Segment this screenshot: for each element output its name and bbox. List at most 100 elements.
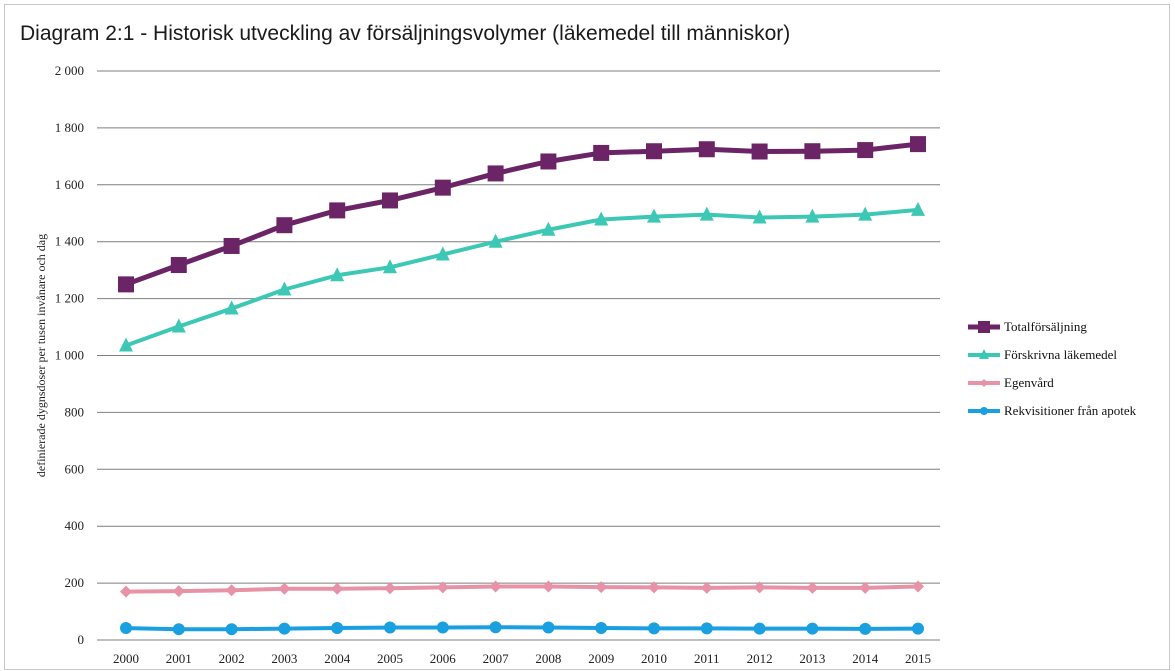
data-point: [753, 622, 766, 635]
data-point: [541, 221, 556, 236]
series-line: [125, 584, 919, 594]
y-tick-label: 2 000: [55, 63, 84, 78]
data-point: [224, 300, 239, 315]
data-point: [700, 622, 713, 635]
x-tick-label: 2003: [271, 651, 297, 666]
data-point: [383, 259, 397, 274]
data-point: [384, 621, 396, 634]
data-point: [911, 201, 925, 216]
data-point: [698, 141, 715, 158]
chart-frame: [4, 4, 1170, 670]
data-point: [542, 621, 555, 634]
data-point: [329, 202, 346, 219]
data-point: [595, 622, 608, 635]
data-point: [859, 622, 872, 635]
data-point: [700, 581, 713, 594]
data-point: [595, 581, 608, 594]
data-point: [542, 580, 555, 593]
data-point: [172, 585, 185, 598]
x-tick-label: 2013: [799, 651, 825, 666]
legend-swatch-marker: [980, 407, 988, 415]
x-tick-label: 2015: [905, 651, 931, 666]
x-tick-label: 2012: [747, 651, 773, 666]
data-point: [540, 153, 557, 170]
legend-item: Totalförsäljning: [968, 319, 1087, 334]
data-point: [276, 217, 293, 234]
data-point: [436, 621, 449, 634]
data-point: [225, 623, 238, 636]
y-tick-label: 1 400: [55, 234, 84, 249]
data-point: [170, 257, 187, 274]
data-point: [699, 206, 714, 221]
data-point: [331, 582, 344, 595]
data-point: [646, 143, 662, 160]
legend-item: Förskrivna läkemedel: [968, 347, 1117, 362]
x-tick-label: 2000: [113, 651, 139, 666]
legend-swatch-marker: [980, 379, 988, 387]
data-point: [648, 622, 660, 635]
data-point: [488, 233, 503, 248]
y-tick-label: 200: [65, 575, 85, 590]
series-0: [118, 136, 926, 293]
series-line: [125, 625, 919, 632]
series-3: [120, 621, 924, 636]
data-point: [910, 136, 926, 153]
y-tick-label: 400: [65, 518, 85, 533]
x-tick-label: 2002: [219, 651, 245, 666]
x-tick-label: 2011: [694, 651, 720, 666]
data-point: [277, 281, 292, 296]
x-tick-label: 2014: [852, 651, 879, 666]
data-point: [806, 622, 819, 635]
x-tick-label: 2005: [377, 651, 403, 666]
data-point: [435, 246, 450, 261]
data-point: [753, 581, 766, 594]
data-point: [384, 582, 396, 595]
data-point: [120, 622, 132, 635]
legend-item: Egenvård: [968, 375, 1054, 390]
data-point: [805, 208, 820, 223]
x-tick-label: 2004: [324, 651, 351, 666]
data-point: [278, 622, 291, 635]
data-point: [118, 276, 134, 293]
data-point: [489, 621, 502, 634]
data-point: [436, 581, 449, 594]
x-tick-label: 2010: [641, 651, 667, 666]
data-point: [594, 211, 609, 226]
data-point: [752, 209, 767, 224]
data-point: [172, 623, 185, 636]
y-tick-label: 1 000: [55, 348, 84, 363]
data-point: [434, 179, 451, 196]
legend-item: Rekvisitioner från apotek: [968, 403, 1137, 418]
series-2: [120, 580, 924, 598]
y-tick-label: 0: [78, 632, 85, 647]
data-point: [223, 237, 240, 254]
data-point: [331, 622, 344, 635]
data-point: [119, 337, 133, 352]
y-tick-label: 1 800: [55, 120, 84, 135]
x-tick-label: 2001: [166, 651, 192, 666]
series-line: [125, 141, 919, 287]
data-point: [804, 143, 821, 160]
data-point: [647, 208, 661, 223]
y-axis-ticks: 0 200 400 600 800 1 000 1 200 1 400 1 600 1 800 2 …: [55, 63, 84, 647]
data-point: [120, 585, 132, 598]
data-point: [593, 144, 610, 161]
y-tick-label: 1 600: [55, 177, 84, 192]
legend-swatch-marker: [979, 349, 989, 359]
data-point: [225, 584, 238, 597]
data-point: [751, 143, 768, 160]
data-point: [489, 580, 502, 593]
y-tick-label: 1 200: [55, 291, 84, 306]
y-tick-label: 600: [65, 461, 85, 476]
x-tick-label: 2006: [430, 651, 457, 666]
legend: Totalförsäljning Förskrivna läkemedel Egen…: [968, 319, 1137, 418]
x-tick-label: 2007: [483, 651, 510, 666]
legend-swatch-marker: [978, 321, 990, 333]
series-group: [118, 136, 926, 636]
chart-title: Diagram 2:1 - Historisk utveckling av fö…: [20, 22, 791, 45]
legend-label: Egenvård: [1004, 375, 1054, 390]
data-point: [487, 165, 504, 182]
data-point: [912, 622, 924, 635]
legend-label: Förskrivna läkemedel: [1004, 347, 1117, 362]
